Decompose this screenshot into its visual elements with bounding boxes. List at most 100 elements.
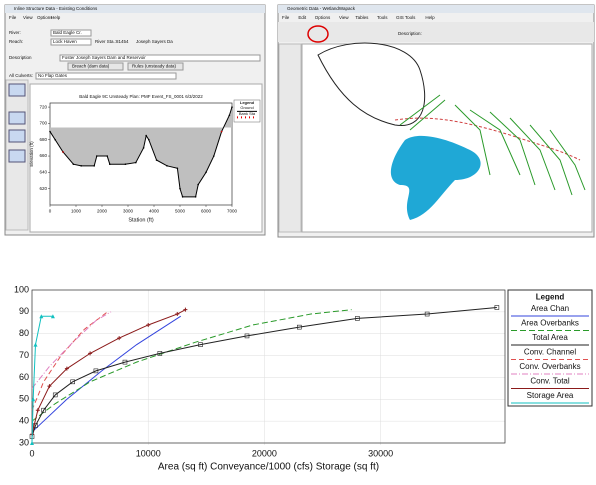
point xyxy=(424,311,430,317)
button-label: Rules (unsteady data) xyxy=(132,64,177,69)
point xyxy=(145,134,147,137)
point xyxy=(228,114,231,117)
point xyxy=(88,351,93,356)
tool-button[interactable] xyxy=(8,149,26,163)
label: River Sta.: xyxy=(95,39,116,44)
x-axis-label: Area (sq ft) Conveyance/1000 (cfs) Stora… xyxy=(158,462,379,473)
point xyxy=(96,155,98,157)
series-line xyxy=(31,306,497,437)
y-tick-label: 640 xyxy=(39,170,47,175)
x-tick-label: 2000 xyxy=(97,209,108,214)
x-tick-label: 10000 xyxy=(136,448,161,458)
point xyxy=(213,155,215,157)
label: No Flap Gates xyxy=(38,73,68,78)
button[interactable] xyxy=(127,62,184,71)
point xyxy=(47,384,52,389)
point xyxy=(244,333,250,339)
dropdown[interactable] xyxy=(50,29,92,37)
point xyxy=(205,171,207,174)
y-tick-label: 100 xyxy=(14,284,29,294)
menu-item: GIS Tools xyxy=(396,15,416,20)
legend-label: Conv. Total xyxy=(530,376,570,385)
series-line xyxy=(31,315,182,433)
textbox[interactable] xyxy=(59,54,261,62)
point xyxy=(220,130,223,133)
series-line xyxy=(49,106,233,198)
dropdown[interactable] xyxy=(35,72,177,80)
x-tick-label: 7000 xyxy=(227,209,238,214)
label: Description xyxy=(9,55,32,60)
point xyxy=(183,307,188,312)
point xyxy=(39,314,44,319)
y-tick-label: 720 xyxy=(39,104,47,109)
point xyxy=(166,165,168,167)
y-tick-label: 30 xyxy=(19,437,29,447)
y-tick-label: 660 xyxy=(39,153,47,158)
series-line xyxy=(31,309,352,422)
menu-item: Help xyxy=(425,15,435,20)
legend-label: Bank Sta xyxy=(239,111,256,116)
point xyxy=(64,366,69,371)
river-line xyxy=(394,117,581,161)
point xyxy=(80,165,82,167)
y-axis-label: Elevation (ft) xyxy=(29,141,34,167)
point xyxy=(197,183,199,186)
title-bar xyxy=(278,5,594,13)
legend-label: Storage Area xyxy=(527,391,574,400)
x-tick-label: 20000 xyxy=(252,448,277,458)
point xyxy=(124,163,127,165)
point xyxy=(175,312,180,317)
label: Geometric Data - WetlandWapack xyxy=(287,6,356,11)
menu-item: Options xyxy=(37,15,53,20)
point xyxy=(52,392,58,398)
point xyxy=(106,155,108,157)
point xyxy=(33,423,38,428)
dropdown[interactable] xyxy=(50,38,92,46)
label: Bald Eagle Cr. xyxy=(53,30,82,35)
point xyxy=(31,397,36,402)
series-line xyxy=(31,311,108,411)
y-tick-label: 60 xyxy=(19,372,29,382)
point xyxy=(30,441,34,445)
y-tick-label: 700 xyxy=(39,121,47,126)
menu-item: File xyxy=(282,15,290,20)
legend-label: Conv. Channel xyxy=(524,347,577,356)
button[interactable] xyxy=(67,62,124,71)
legend-label: Ground xyxy=(240,105,253,110)
point xyxy=(93,368,99,374)
x-tick-label: 1000 xyxy=(71,209,82,214)
label: Lock Haven xyxy=(53,39,77,44)
title-bar xyxy=(5,5,265,13)
point xyxy=(54,138,56,141)
point xyxy=(135,161,137,164)
series-line xyxy=(31,315,53,444)
tool-column xyxy=(278,43,302,233)
point xyxy=(117,336,122,341)
y-tick-label: 620 xyxy=(39,186,47,191)
point xyxy=(198,342,203,347)
x-tick-label: 0 xyxy=(29,448,34,458)
x-tick-label: 30000 xyxy=(368,448,393,458)
point xyxy=(33,342,38,347)
point xyxy=(231,106,233,108)
plot-frame xyxy=(31,289,506,444)
point xyxy=(109,163,111,165)
x-axis-label: Station (ft) xyxy=(128,217,154,223)
point xyxy=(62,151,64,153)
point xyxy=(146,322,151,327)
point xyxy=(155,159,158,161)
point xyxy=(72,163,75,165)
tool-button[interactable] xyxy=(8,83,26,97)
highlight xyxy=(307,25,329,43)
label: 81454 xyxy=(116,39,129,44)
legend-label: Area Chan xyxy=(531,304,569,313)
label: Inline Structure Data - Existing Conditi… xyxy=(14,6,98,11)
point xyxy=(70,379,75,385)
point xyxy=(142,147,145,149)
tool-button[interactable] xyxy=(8,129,26,143)
tool-button[interactable] xyxy=(8,111,26,125)
point xyxy=(494,305,500,310)
menu-item: View xyxy=(339,15,349,20)
point xyxy=(181,196,184,198)
